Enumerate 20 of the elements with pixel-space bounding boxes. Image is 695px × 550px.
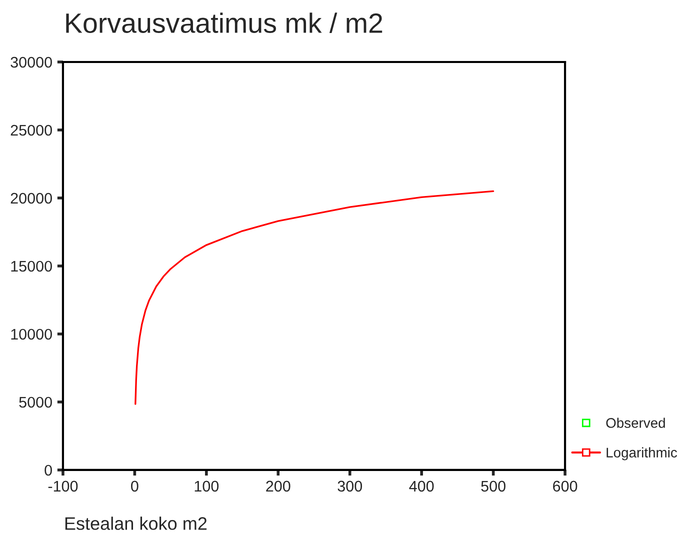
y-tick-label: 20000 [10,192,52,204]
x-tick-label: 300 [338,480,362,492]
line-series [134,190,494,405]
chart-title: Korvausvaatimus mk / m2 [66,12,382,34]
x-tick-label: -100 [48,480,78,492]
x-tick-label: 600 [553,480,578,492]
x-tick-label: 100 [194,480,219,492]
x-tick-label: 400 [409,480,434,492]
y-tick-label: 10000 [11,328,52,340]
y-tick-label: 25000 [10,124,52,136]
x-axis-title: Estealan koko m2 [65,516,207,530]
y-tick-label: 5000 [19,396,52,408]
x-tick-label: 200 [266,480,290,492]
y-tick-label: 15000 [11,260,52,272]
x-tick-label: 500 [481,480,506,492]
y-tick-label: 0 [44,464,52,476]
legend-label: Observed [606,418,665,428]
legend-label: Logarithmic [606,447,678,460]
y-tick-label: 30000 [10,56,52,68]
x-tick-label: 0 [131,480,138,492]
